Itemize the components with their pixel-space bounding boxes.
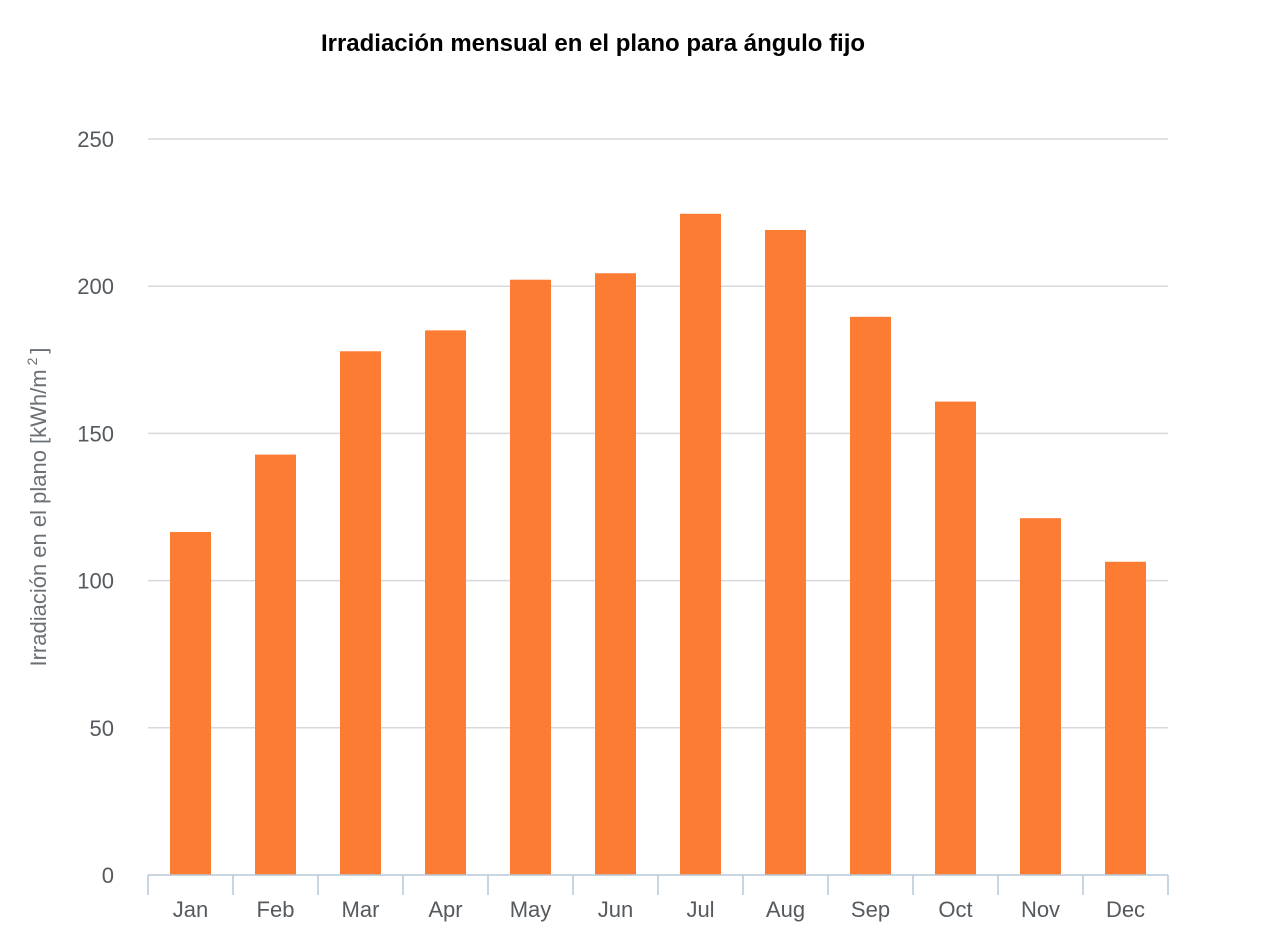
bar-oct [935, 401, 976, 875]
x-axis [147, 874, 1169, 895]
bar-apr [425, 330, 466, 875]
y-axis-title-suffix: ] [26, 347, 51, 353]
x-tick-label-feb: Feb [257, 897, 295, 922]
bar-mar [340, 351, 381, 875]
y-tick-label: 0 [102, 863, 114, 888]
x-tick-label-may: May [510, 897, 552, 922]
bar-sep [850, 316, 891, 875]
chart-title: Irradiación mensual en el plano para áng… [321, 30, 865, 57]
bar-jun [595, 273, 636, 875]
bar-aug [765, 229, 806, 875]
bar-jul [680, 213, 721, 876]
x-tick-label-aug: Aug [766, 897, 805, 922]
x-tick-label-jul: Jul [686, 897, 714, 922]
y-axis-title: Irradiación en el plano [kWh/m 2] [24, 347, 51, 666]
x-tick-label-mar: Mar [342, 897, 380, 922]
x-tick-label-dec: Dec [1106, 897, 1145, 922]
x-axis-tick-labels: Jan Feb Mar Apr May Jun Jul Aug Sep Oct Nov Dec [173, 897, 1145, 922]
y-axis-title-superscript: 2 [24, 357, 40, 365]
bar-nov [1020, 518, 1061, 875]
y-tick-label: 100 [77, 569, 114, 594]
bar-may [510, 279, 551, 875]
bars [170, 213, 1146, 876]
x-tick-label-apr: Apr [428, 897, 462, 922]
y-tick-label: 200 [77, 274, 114, 299]
y-axis-tick-labels: 0 50 100 150 200 250 [77, 127, 114, 888]
x-tick-label-oct: Oct [938, 897, 972, 922]
y-tick-label: 50 [90, 716, 114, 741]
y-tick-label: 250 [77, 127, 114, 152]
bar-dec [1105, 561, 1146, 875]
y-tick-label: 150 [77, 421, 114, 446]
x-tick-label-jun: Jun [598, 897, 633, 922]
x-tick-label-jan: Jan [173, 897, 208, 922]
bar-jan [170, 532, 211, 875]
x-tick-label-sep: Sep [851, 897, 890, 922]
gridlines [148, 138, 1168, 729]
y-axis-title-main: Irradiación en el plano [kWh/m [26, 369, 51, 666]
x-tick-label-nov: Nov [1021, 897, 1060, 922]
bar-feb [255, 454, 296, 875]
